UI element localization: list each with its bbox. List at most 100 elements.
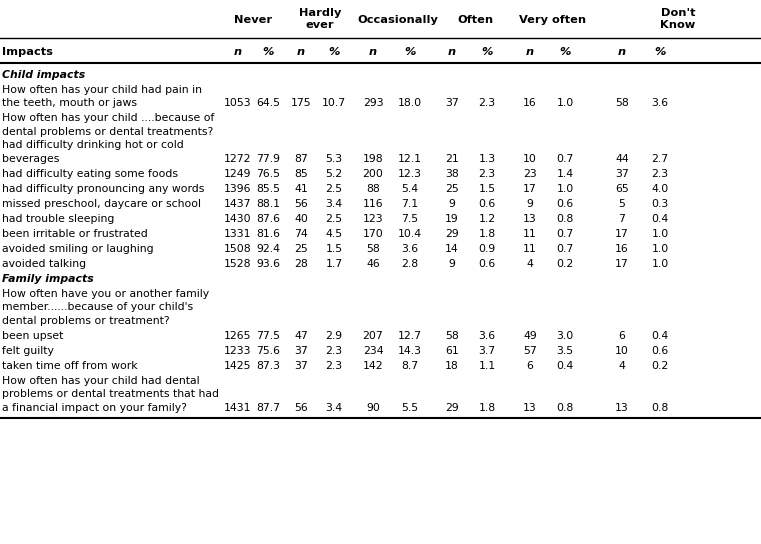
- Text: 37: 37: [445, 98, 459, 108]
- Text: 5.5: 5.5: [402, 403, 419, 413]
- Text: 7.1: 7.1: [402, 199, 419, 209]
- Text: 1053: 1053: [224, 98, 252, 108]
- Text: 1.1: 1.1: [479, 361, 495, 371]
- Text: 0.3: 0.3: [651, 199, 669, 209]
- Text: 74: 74: [294, 228, 308, 239]
- Text: beverages: beverages: [2, 154, 59, 164]
- Text: been upset: been upset: [2, 331, 63, 341]
- Text: 1.0: 1.0: [556, 98, 574, 108]
- Text: avoided talking: avoided talking: [2, 259, 86, 269]
- Text: 1437: 1437: [224, 199, 252, 209]
- Text: had difficulty drinking hot or cold: had difficulty drinking hot or cold: [2, 140, 183, 150]
- Text: 12.7: 12.7: [398, 331, 422, 341]
- Text: 25: 25: [445, 184, 459, 194]
- Text: 58: 58: [615, 98, 629, 108]
- Text: %: %: [559, 47, 571, 57]
- Text: 58: 58: [366, 244, 380, 254]
- Text: 76.5: 76.5: [256, 169, 280, 179]
- Text: 0.8: 0.8: [651, 403, 669, 413]
- Text: 1265: 1265: [224, 331, 252, 341]
- Text: 2.3: 2.3: [479, 98, 495, 108]
- Text: 5.4: 5.4: [402, 184, 419, 194]
- Text: 1431: 1431: [224, 403, 252, 413]
- Text: 9: 9: [527, 199, 533, 209]
- Text: 16: 16: [523, 98, 537, 108]
- Text: 25: 25: [294, 244, 308, 254]
- Text: 4.0: 4.0: [651, 184, 669, 194]
- Text: 12.3: 12.3: [398, 169, 422, 179]
- Text: taken time off from work: taken time off from work: [2, 361, 138, 371]
- Text: 7.5: 7.5: [402, 214, 419, 224]
- Text: 0.7: 0.7: [556, 154, 574, 164]
- Text: 0.2: 0.2: [651, 361, 669, 371]
- Text: 7: 7: [619, 214, 626, 224]
- Text: 2.3: 2.3: [326, 346, 342, 356]
- Text: 3.6: 3.6: [402, 244, 419, 254]
- Text: 47: 47: [294, 331, 308, 341]
- Text: 61: 61: [445, 346, 459, 356]
- Text: felt guilty: felt guilty: [2, 346, 54, 356]
- Text: 1331: 1331: [224, 228, 252, 239]
- Text: 1.5: 1.5: [479, 184, 495, 194]
- Text: avoided smiling or laughing: avoided smiling or laughing: [2, 244, 154, 254]
- Text: n: n: [234, 47, 242, 57]
- Text: been irritable or frustrated: been irritable or frustrated: [2, 228, 148, 239]
- Text: 2.5: 2.5: [326, 184, 342, 194]
- Text: 14: 14: [445, 244, 459, 254]
- Text: n: n: [618, 47, 626, 57]
- Text: 37: 37: [294, 346, 308, 356]
- Text: 9: 9: [448, 199, 455, 209]
- Text: 3.4: 3.4: [326, 403, 342, 413]
- Text: 0.4: 0.4: [556, 361, 574, 371]
- Text: 11: 11: [523, 228, 537, 239]
- Text: 87.6: 87.6: [256, 214, 280, 224]
- Text: %: %: [654, 47, 666, 57]
- Text: 19: 19: [445, 214, 459, 224]
- Text: 57: 57: [523, 346, 537, 356]
- Text: Impacts: Impacts: [2, 47, 53, 57]
- Text: Child impacts: Child impacts: [2, 70, 85, 80]
- Text: 21: 21: [445, 154, 459, 164]
- Text: 0.2: 0.2: [556, 259, 574, 269]
- Text: 8.7: 8.7: [402, 361, 419, 371]
- Text: Hardly: Hardly: [299, 8, 341, 18]
- Text: 1.8: 1.8: [479, 228, 495, 239]
- Text: 3.4: 3.4: [326, 199, 342, 209]
- Text: 5: 5: [619, 199, 626, 209]
- Text: 1.7: 1.7: [326, 259, 342, 269]
- Text: 10.4: 10.4: [398, 228, 422, 239]
- Text: 17: 17: [615, 259, 629, 269]
- Text: 198: 198: [363, 154, 384, 164]
- Text: 87.3: 87.3: [256, 361, 280, 371]
- Text: 3.6: 3.6: [651, 98, 669, 108]
- Text: Family impacts: Family impacts: [2, 274, 94, 284]
- Text: 9: 9: [448, 259, 455, 269]
- Text: 200: 200: [362, 169, 384, 179]
- Text: 11: 11: [523, 244, 537, 254]
- Text: 116: 116: [363, 199, 384, 209]
- Text: 2.3: 2.3: [479, 169, 495, 179]
- Text: 0.6: 0.6: [651, 346, 669, 356]
- Text: 142: 142: [363, 361, 384, 371]
- Text: 2.3: 2.3: [326, 361, 342, 371]
- Text: 85.5: 85.5: [256, 184, 280, 194]
- Text: 23: 23: [523, 169, 537, 179]
- Text: 6: 6: [527, 361, 533, 371]
- Text: %: %: [328, 47, 339, 57]
- Text: 123: 123: [363, 214, 384, 224]
- Text: %: %: [404, 47, 416, 57]
- Text: 14.3: 14.3: [398, 346, 422, 356]
- Text: Don't: Don't: [661, 8, 696, 18]
- Text: member......because of your child's: member......because of your child's: [2, 302, 193, 312]
- Text: 1.0: 1.0: [651, 244, 669, 254]
- Text: 10.7: 10.7: [322, 98, 346, 108]
- Text: 1425: 1425: [224, 361, 252, 371]
- Text: 0.6: 0.6: [556, 199, 574, 209]
- Text: ever: ever: [306, 20, 334, 30]
- Text: 0.6: 0.6: [479, 259, 495, 269]
- Text: 1396: 1396: [224, 184, 252, 194]
- Text: a financial impact on your family?: a financial impact on your family?: [2, 403, 187, 413]
- Text: Often: Often: [457, 15, 493, 25]
- Text: 175: 175: [291, 98, 311, 108]
- Text: 17: 17: [523, 184, 537, 194]
